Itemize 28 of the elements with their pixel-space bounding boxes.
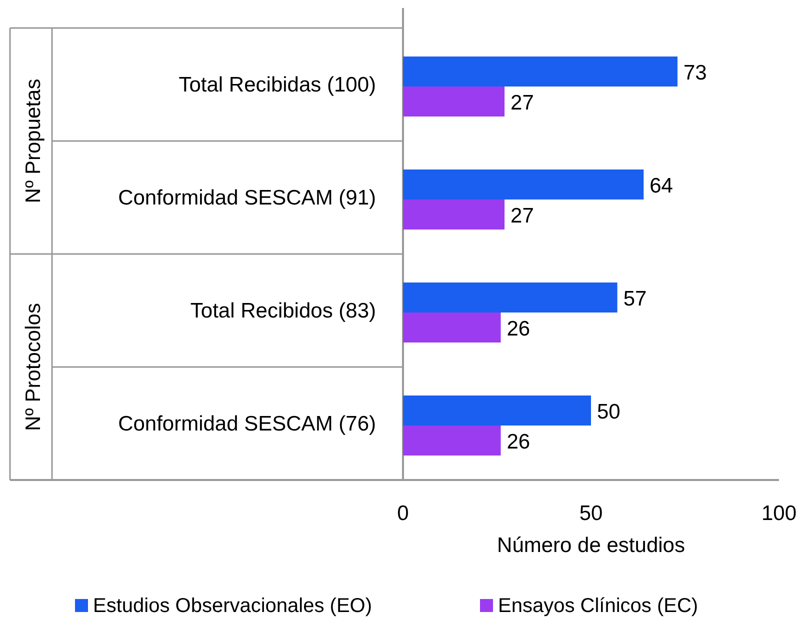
y-tick-label: Conformidad SESCAM (76) (118, 412, 376, 436)
text: Nº Protocolos (22, 303, 45, 431)
data-label: 73 (683, 62, 707, 84)
bar (403, 56, 678, 86)
x-tick-label: 0 (397, 502, 409, 525)
bar (403, 200, 505, 230)
y-tick-label: Total Recibidas (100) (178, 74, 376, 96)
data-label: 26 (506, 318, 530, 340)
data-label: 27 (510, 92, 534, 114)
bar (403, 170, 644, 200)
bar (403, 86, 505, 116)
data-label: 50 (597, 400, 620, 424)
data-label: 64 (650, 174, 674, 198)
data-label: 57 (623, 288, 647, 310)
data-label: 27 (510, 204, 534, 228)
y-tick-label: Total Recibidos (83) (190, 300, 376, 322)
legend-label: Estudios Observacionales (EO) (93, 595, 372, 617)
bar (403, 312, 501, 342)
x-axis-title: Número de estudios (497, 534, 685, 557)
text: Nº Propuetas (22, 78, 45, 204)
x-tick-label: 100 (761, 502, 797, 525)
y-tick-label: Conformidad SESCAM (91) (118, 186, 376, 210)
x-tick-label: 50 (579, 502, 603, 525)
bar (403, 396, 591, 426)
legend-label: Ensayos Clínicos (EC) (498, 595, 698, 617)
bar (403, 282, 618, 312)
data-label: 26 (506, 430, 530, 454)
bar (403, 426, 501, 456)
